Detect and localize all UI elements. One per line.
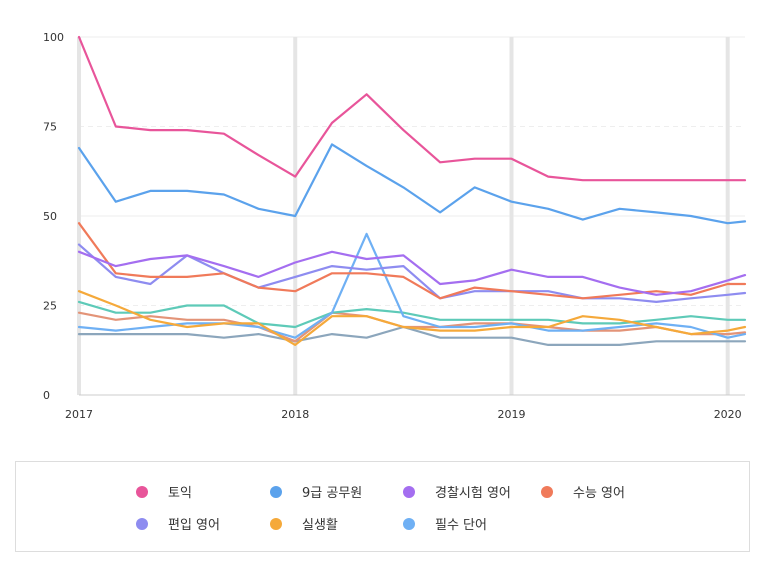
- legend-label: 편입 영어: [168, 518, 220, 533]
- x-tick-label: 2018: [281, 408, 309, 421]
- legend-label: 토익: [168, 486, 192, 501]
- y-tick-label: 0: [43, 389, 50, 402]
- legend-item-toeic[interactable]: 토익: [136, 482, 192, 501]
- series-line-1: [77, 143, 747, 225]
- legend-label: 수능 영어: [573, 486, 625, 501]
- x-tick-label: 2019: [497, 408, 525, 421]
- legend: 토익 9급 공무원 경찰시험 영어 수능 영어 편입 영어 실생활 필수 단어: [15, 461, 750, 552]
- legend-item-daily-life[interactable]: 실생활: [270, 514, 338, 533]
- line-chart: 0 25 50 75 100 2017 2018 2019 2020: [43, 31, 747, 421]
- legend-dot-icon: [136, 485, 148, 498]
- series-line-7: [77, 300, 747, 329]
- legend-dot-icon: [136, 517, 148, 530]
- legend-label: 경찰시험 영어: [435, 486, 511, 501]
- legend-item-police-exam[interactable]: 경찰시험 영어: [403, 482, 511, 501]
- series-line-5: [77, 290, 747, 346]
- legend-label: 필수 단어: [435, 518, 487, 533]
- legend-dot-icon: [403, 485, 415, 498]
- legend-label: 실생활: [302, 518, 338, 533]
- grid: [77, 36, 745, 395]
- series-line-4: [77, 243, 747, 303]
- series-line-6: [77, 232, 747, 339]
- series-line-9: [77, 325, 747, 346]
- series-line-8: [77, 311, 747, 343]
- series-line-2: [77, 250, 747, 296]
- axes: 0 25 50 75 100 2017 2018 2019 2020: [43, 31, 745, 421]
- x-tick-label: 2020: [714, 408, 742, 421]
- y-tick-label: 75: [43, 121, 57, 134]
- legend-label: 9급 공무원: [302, 486, 363, 501]
- legend-item-transfer[interactable]: 편입 영어: [136, 514, 220, 533]
- y-tick-label: 50: [43, 210, 57, 223]
- y-tick-label: 25: [43, 300, 57, 313]
- legend-item-civil-service[interactable]: 9급 공무원: [270, 482, 362, 501]
- x-tick-label: 2017: [65, 408, 93, 421]
- legend-dot-icon: [403, 517, 415, 530]
- legend-item-essential-words[interactable]: 필수 단어: [403, 514, 487, 533]
- legend-item-suneung[interactable]: 수능 영어: [541, 482, 625, 501]
- y-tick-label: 100: [43, 31, 64, 44]
- legend-dot-icon: [270, 485, 282, 498]
- legend-dot-icon: [270, 517, 282, 530]
- legend-dot-icon: [541, 485, 553, 498]
- series-line-3: [77, 222, 747, 300]
- series-lines: [77, 35, 747, 346]
- series-line-0: [77, 35, 747, 182]
